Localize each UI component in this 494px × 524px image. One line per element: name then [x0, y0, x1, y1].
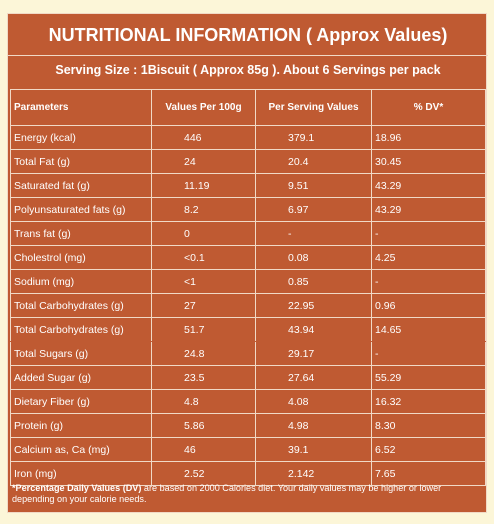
table-row: Cholestrol (mg) <0.1 0.08 4.25 [10, 245, 486, 270]
row-parameter: Calcium as, Ca (mg) [10, 437, 152, 462]
row-parameter: Dietary Fiber (g) [10, 389, 152, 414]
row-per-100g: 51.7 [151, 317, 256, 342]
table-row: Total Carbohydrates (g) 27 22.95 0.96 [10, 293, 486, 318]
row-dv: 8.30 [371, 413, 486, 438]
table-row: Total Sugars (g) 24.8 29.17 - [10, 341, 486, 366]
table-row: Sodium (mg) <1 0.85 - [10, 269, 486, 294]
row-per-100g: 46 [151, 437, 256, 462]
row-per-serving: 4.98 [255, 413, 372, 438]
row-parameter: Total Sugars (g) [10, 341, 152, 366]
row-per-serving: 39.1 [255, 437, 372, 462]
row-per-100g: 446 [151, 125, 256, 150]
table-row: Dietary Fiber (g) 4.8 4.08 16.32 [10, 389, 486, 414]
row-dv: 6.52 [371, 437, 486, 462]
table-row: Added Sugar (g) 23.5 27.64 55.29 [10, 365, 486, 390]
row-parameter: Energy (kcal) [10, 125, 152, 150]
table-header-row: Parameters Values Per 100g Per Serving V… [10, 89, 486, 126]
table-row: Energy (kcal) 446 379.1 18.96 [10, 125, 486, 150]
table-row: Polyunsaturated fats (g) 8.2 6.97 43.29 [10, 197, 486, 222]
table-row: Iron (mg) 2.52 2.142 7.65 [10, 461, 486, 486]
row-parameter: Added Sugar (g) [10, 365, 152, 390]
header-dv: % DV* [371, 89, 486, 126]
nutrition-table: Parameters Values Per 100g Per Serving V… [10, 89, 486, 486]
row-per-100g: 0 [151, 221, 256, 246]
row-per-100g: 24 [151, 149, 256, 174]
row-dv: - [371, 221, 486, 246]
serving-size: Serving Size : 1Biscuit ( Approx 85g ). … [55, 63, 441, 77]
header-parameters: Parameters [10, 89, 152, 126]
row-per-serving: 4.08 [255, 389, 372, 414]
row-dv: 30.45 [371, 149, 486, 174]
row-per-100g: 23.5 [151, 365, 256, 390]
row-dv: 18.96 [371, 125, 486, 150]
row-parameter: Iron (mg) [10, 461, 152, 486]
nutrition-panel: NUTRITIONAL INFORMATION ( Approx Values)… [7, 13, 488, 513]
header-per-100g: Values Per 100g [151, 89, 256, 126]
table-row: Saturated fat (g) 11.19 9.51 43.29 [10, 173, 486, 198]
row-dv: 43.29 [371, 173, 486, 198]
row-per-100g: 5.86 [151, 413, 256, 438]
row-per-serving: 2.142 [255, 461, 372, 486]
row-per-100g: <1 [151, 269, 256, 294]
row-per-100g: 24.8 [151, 341, 256, 366]
row-parameter: Total Carbohydrates (g) [10, 293, 152, 318]
row-dv: - [371, 269, 486, 294]
row-per-serving: 9.51 [255, 173, 372, 198]
row-parameter: Protein (g) [10, 413, 152, 438]
table-row: Total Fat (g) 24 20.4 30.45 [10, 149, 486, 174]
footnote-bold: *Percentage Daily Values (DV) [12, 483, 142, 493]
row-per-serving: 27.64 [255, 365, 372, 390]
table-row: Protein (g) 5.86 4.98 8.30 [10, 413, 486, 438]
row-dv: - [371, 341, 486, 366]
footnote-text: are based on 2000 Calories diet. Your da… [12, 483, 442, 504]
row-per-100g: 11.19 [151, 173, 256, 198]
table-row: Calcium as, Ca (mg) 46 39.1 6.52 [10, 437, 486, 462]
row-dv: 16.32 [371, 389, 486, 414]
row-dv: 0.96 [371, 293, 486, 318]
row-dv: 43.29 [371, 197, 486, 222]
table-row: Total Carbohydrates (g) 51.7 43.94 14.65 [10, 317, 486, 342]
row-per-serving: 22.95 [255, 293, 372, 318]
row-per-serving: 43.94 [255, 317, 372, 342]
row-per-serving: - [255, 221, 372, 246]
row-parameter: Trans fat (g) [10, 221, 152, 246]
row-parameter: Cholestrol (mg) [10, 245, 152, 270]
row-per-100g: 2.52 [151, 461, 256, 486]
row-dv: 14.65 [371, 317, 486, 342]
row-per-serving: 379.1 [255, 125, 372, 150]
row-dv: 4.25 [371, 245, 486, 270]
row-per-100g: <0.1 [151, 245, 256, 270]
row-per-100g: 4.8 [151, 389, 256, 414]
row-per-100g: 8.2 [151, 197, 256, 222]
table-row: Trans fat (g) 0 - - [10, 221, 486, 246]
row-dv: 55.29 [371, 365, 486, 390]
row-parameter: Sodium (mg) [10, 269, 152, 294]
row-per-serving: 0.85 [255, 269, 372, 294]
panel-title: NUTRITIONAL INFORMATION ( Approx Values) [8, 14, 488, 56]
row-per-serving: 0.08 [255, 245, 372, 270]
row-parameter: Total Fat (g) [10, 149, 152, 174]
row-parameter: Saturated fat (g) [10, 173, 152, 198]
row-parameter: Total Carbohydrates (g) [10, 317, 152, 342]
row-per-serving: 6.97 [255, 197, 372, 222]
row-parameter: Polyunsaturated fats (g) [10, 197, 152, 222]
row-per-serving: 20.4 [255, 149, 372, 174]
header-per-serving: Per Serving Values [255, 89, 372, 126]
row-per-100g: 27 [151, 293, 256, 318]
footnote: *Percentage Daily Values (DV) are based … [12, 483, 486, 505]
row-per-serving: 29.17 [255, 341, 372, 366]
row-dv: 7.65 [371, 461, 486, 486]
